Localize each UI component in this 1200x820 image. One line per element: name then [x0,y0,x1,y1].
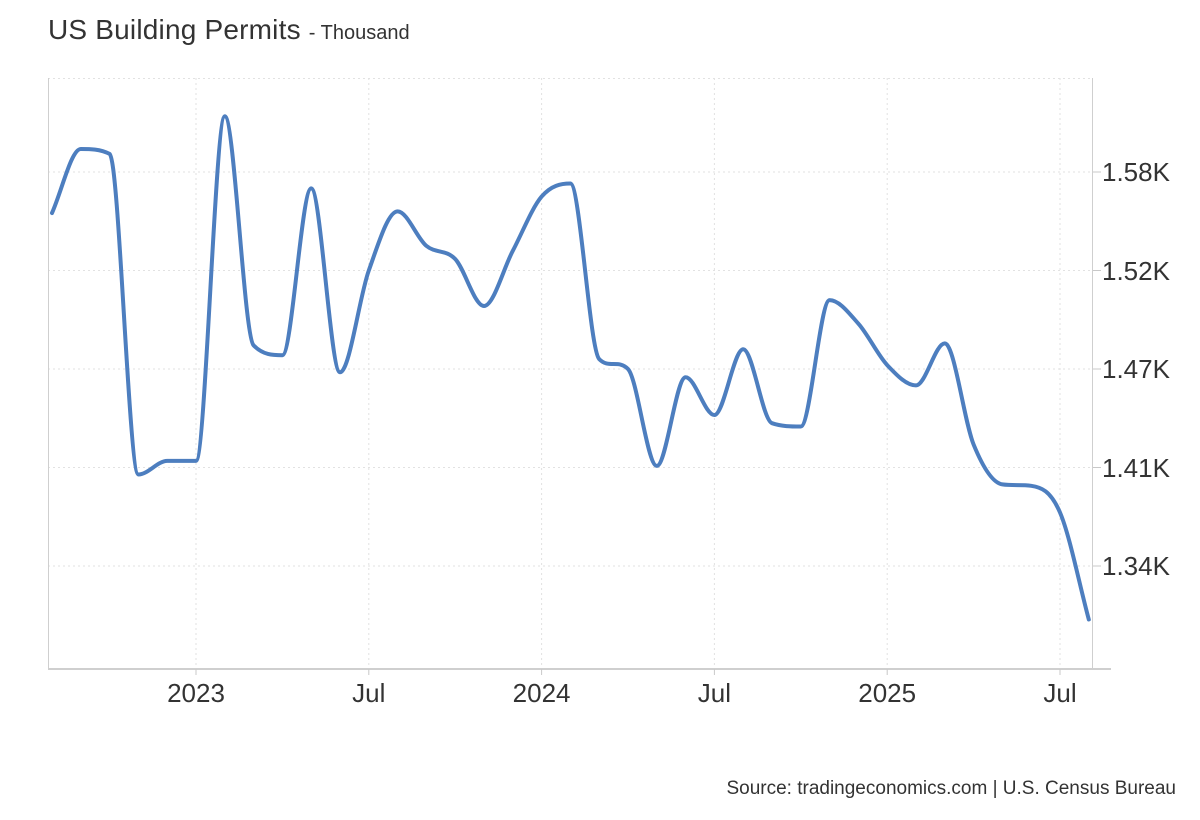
y-tick-label: 1.58K [1102,157,1170,187]
y-axis-labels: 1.58K 1.52K 1.47K 1.41K 1.34K [1102,78,1200,670]
line-chart-svg[interactable] [48,78,1114,682]
axis-borders [48,78,1111,670]
source-text: Source: tradingeconomics.com | U.S. Cens… [726,778,1176,799]
axis-ticks [195,171,1101,675]
y-tick-label: 1.52K [1102,255,1170,286]
x-tick-label: Jul [352,678,386,708]
x-tick-label: Jul [1043,678,1077,708]
plot-area[interactable]: 1.58K 1.52K 1.47K 1.41K 1.34K 2023 Jul 2024 Jul… [48,78,1170,708]
y-tick-label: 1.34K [1102,551,1170,581]
page-title: US Building Permits [48,14,301,45]
x-axis-labels: 2023 Jul 2024 Jul 2025 Jul [48,676,1093,712]
x-tick-label: 2024 [512,678,571,708]
page-subtitle: - Thousand [308,22,410,44]
series-line [50,114,1091,622]
gridlines [48,78,1093,669]
x-tick-label: Jul [697,678,732,708]
chart-header: US Building Permits - Thousand [48,14,410,46]
x-tick-label: 2025 [858,678,917,708]
y-tick-label: 1.47K [1102,354,1170,384]
y-tick-label: 1.41K [1102,452,1170,483]
x-tick-label: 2023 [167,678,225,708]
source-attribution: Source: tradingeconomics.com | U.S. Cens… [726,778,1176,800]
